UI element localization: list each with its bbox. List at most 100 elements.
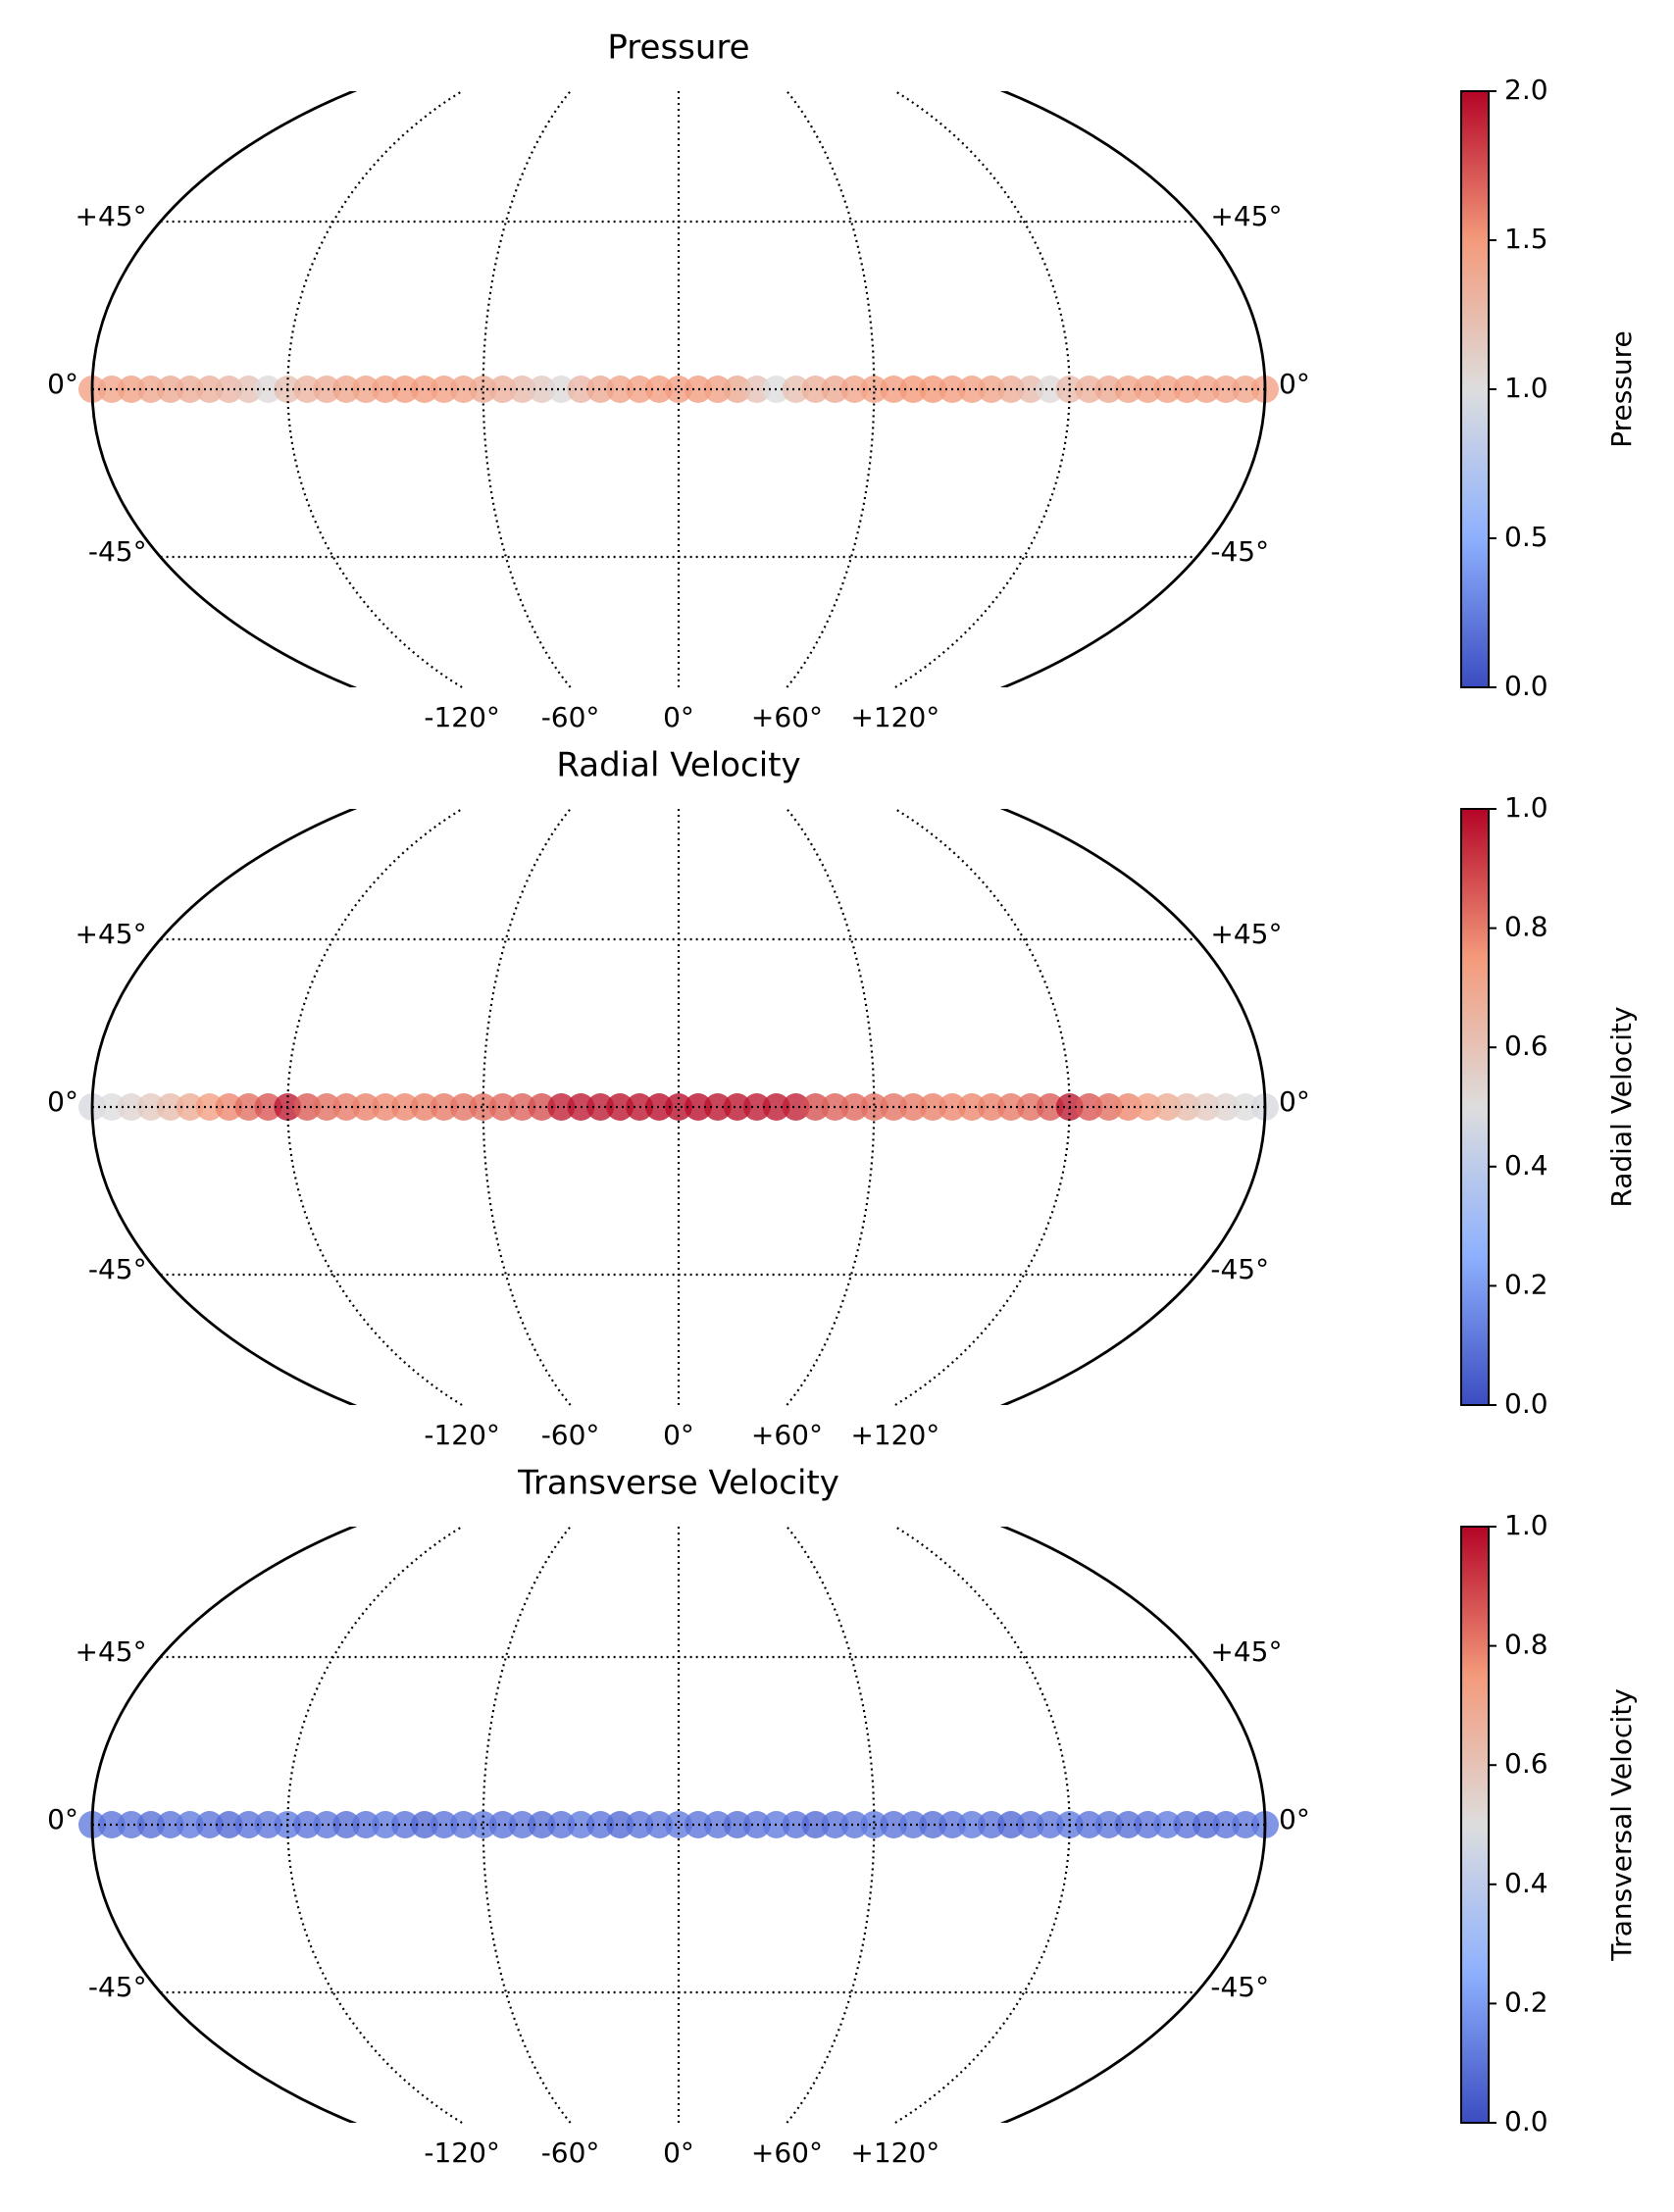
x-tick-label: +60°	[751, 1419, 823, 1451]
scatter-point	[528, 1811, 556, 1838]
scatter-point	[195, 1093, 224, 1121]
colorbar	[1460, 1526, 1490, 2124]
scatter-point	[606, 1093, 634, 1121]
scatter-point	[665, 1811, 692, 1838]
meridian	[482, 1526, 572, 2124]
scatter-point	[606, 376, 634, 403]
scatter-point	[782, 1093, 810, 1121]
scatter-point	[234, 1093, 263, 1121]
scatter-point	[742, 1093, 771, 1121]
y-tick-label: 0°	[1279, 368, 1310, 400]
scatter-point	[645, 1093, 674, 1121]
scatter-point	[1134, 376, 1162, 403]
y-tick-label: 0°	[47, 1803, 78, 1835]
scatter-point	[958, 1811, 986, 1838]
scatter-point	[586, 1811, 615, 1838]
graticule	[92, 1526, 1265, 2124]
scatter-point	[254, 1811, 282, 1838]
scatter-point	[723, 376, 751, 403]
scatter-point	[136, 1093, 165, 1121]
subplot-title: Radial Velocity	[556, 746, 800, 785]
scatter-point	[547, 376, 576, 403]
colorbar-tick-label: 0.8	[1504, 911, 1548, 943]
scatter-point	[977, 1093, 1005, 1121]
scatter-point	[645, 1811, 674, 1838]
scatter-point	[469, 1093, 497, 1121]
x-tick-label: 0°	[663, 2137, 694, 2169]
scatter-point	[254, 1093, 282, 1121]
scatter-point	[899, 376, 928, 403]
y-tick-label: -45°	[88, 535, 147, 568]
scatter-point	[254, 376, 282, 403]
scatter-point	[293, 1093, 322, 1121]
scatter-point	[1153, 1093, 1182, 1121]
colorbar-tick-label: 0.4	[1504, 1149, 1548, 1181]
colorbar-tick-label: 0.8	[1504, 1629, 1548, 1661]
scatter-point	[1094, 1811, 1123, 1838]
meridian	[894, 1526, 1071, 2124]
scatter-point	[410, 1811, 438, 1838]
scatter-point	[528, 376, 556, 403]
scatter-point	[176, 376, 204, 403]
scatter-point	[723, 1093, 751, 1121]
scatter-point	[665, 376, 692, 403]
y-tick-label: +45°	[1210, 918, 1282, 950]
scatter-point	[958, 1093, 986, 1121]
scatter-point	[684, 1093, 712, 1121]
scatter-point	[117, 376, 145, 403]
subplot: Pressure -120° -60° 0° +60° +120° -45° -45° 0° 0°…	[47, 28, 1638, 734]
scatter-point	[372, 376, 399, 403]
scatter-point	[195, 1811, 224, 1838]
scatter-point	[136, 1811, 165, 1838]
scatter-point	[919, 1811, 947, 1838]
scatter-point	[801, 1811, 830, 1838]
y-tick-label: +45°	[1210, 200, 1282, 232]
scatter-point	[430, 1093, 458, 1121]
x-tick-label: -60°	[541, 2137, 600, 2169]
colorbar-tick-label: 1.0	[1504, 1509, 1548, 1541]
x-tick-label: +120°	[850, 1419, 939, 1451]
x-tick-label: -120°	[424, 1419, 500, 1451]
scatter-point	[919, 1093, 947, 1121]
scatter-point	[860, 1093, 888, 1121]
scatter-point	[117, 1093, 145, 1121]
x-tick-label: +120°	[850, 701, 939, 733]
scatter-point	[645, 376, 674, 403]
scatter-point	[293, 376, 322, 403]
y-tick-label: +45°	[76, 200, 147, 232]
y-tick-label: -45°	[1210, 535, 1269, 568]
meridian	[894, 90, 1071, 688]
scatter-point	[195, 376, 224, 403]
scatter-point	[1036, 376, 1064, 403]
scatter-point	[1016, 1093, 1044, 1121]
scatter-point	[469, 1811, 497, 1838]
scatter-point	[547, 1093, 576, 1121]
scatter-point	[1075, 1093, 1103, 1121]
scatter-point	[860, 1811, 888, 1838]
meridian	[286, 90, 463, 688]
colorbar-tick-label: 0.6	[1504, 1747, 1548, 1780]
scatter-point	[1075, 1811, 1103, 1838]
x-tick-label: -60°	[541, 1419, 600, 1451]
scatter-point	[665, 1093, 692, 1121]
scatter-point	[234, 376, 263, 403]
y-tick-label: -45°	[1210, 1971, 1269, 2003]
scatter-point	[313, 376, 341, 403]
map-boundary	[90, 809, 1267, 1405]
scatter-point	[840, 1093, 869, 1121]
scatter-point	[488, 1811, 517, 1838]
scatter-point	[840, 376, 869, 403]
scatter-point	[782, 1811, 810, 1838]
meridian	[286, 808, 463, 1406]
scatter-point	[801, 376, 830, 403]
scatter-point	[586, 1093, 615, 1121]
scatter-point	[293, 1811, 322, 1838]
scatter-point	[1075, 376, 1103, 403]
scatter-point	[1192, 1093, 1221, 1121]
subplot-title: Pressure	[607, 28, 749, 68]
scatter-point	[586, 376, 615, 403]
colorbar-label: Radial Velocity	[1605, 1006, 1638, 1207]
scatter-point	[860, 376, 888, 403]
y-tick-label: -45°	[1210, 1253, 1269, 1285]
scatter-point	[1036, 1811, 1064, 1838]
